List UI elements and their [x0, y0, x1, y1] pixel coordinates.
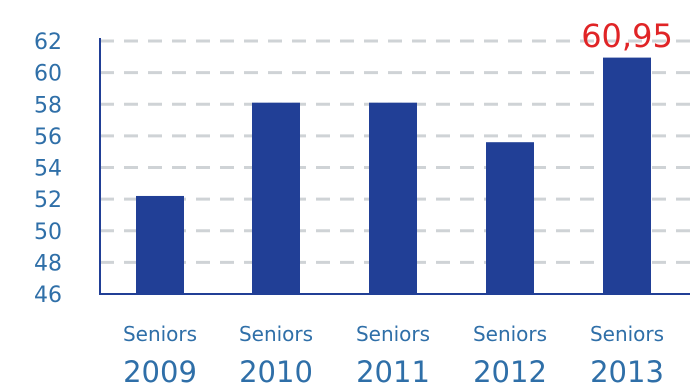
y-tick-label: 58: [34, 93, 62, 118]
bar: [369, 102, 417, 294]
bars: [136, 57, 651, 295]
y-tick-label: 46: [34, 283, 62, 308]
y-tick-label: 50: [34, 220, 62, 245]
bar: [486, 142, 534, 294]
y-tick-labels: 46 48 50 52 54 56 58 60 62: [34, 30, 62, 308]
bar: [136, 195, 184, 294]
x-category-label: Seniors: [239, 322, 313, 346]
bar: [603, 57, 651, 295]
x-category-label: Seniors: [356, 322, 430, 346]
x-category-year: 2013: [590, 355, 664, 389]
y-tick-label: 60: [34, 62, 62, 87]
y-tick-label: 62: [34, 30, 62, 55]
y-tick-label: 56: [34, 125, 62, 150]
y-tick-label: 54: [34, 157, 62, 182]
x-category-label: Seniors: [590, 322, 664, 346]
x-category-year: 2011: [356, 355, 430, 389]
y-tick-label: 52: [34, 188, 62, 213]
y-tick-label: 48: [34, 251, 62, 276]
data-label: 60,95: [581, 17, 673, 55]
x-category-year: 2012: [473, 355, 547, 389]
x-category-label: Seniors: [123, 322, 197, 346]
x-category-label: Seniors: [473, 322, 547, 346]
bar: [252, 102, 300, 294]
x-category-labels: Seniors 2009 Seniors 2010 Seniors 2011 Seniors…: [123, 322, 664, 389]
x-category-year: 2009: [123, 355, 197, 389]
x-category-year: 2010: [239, 355, 313, 389]
